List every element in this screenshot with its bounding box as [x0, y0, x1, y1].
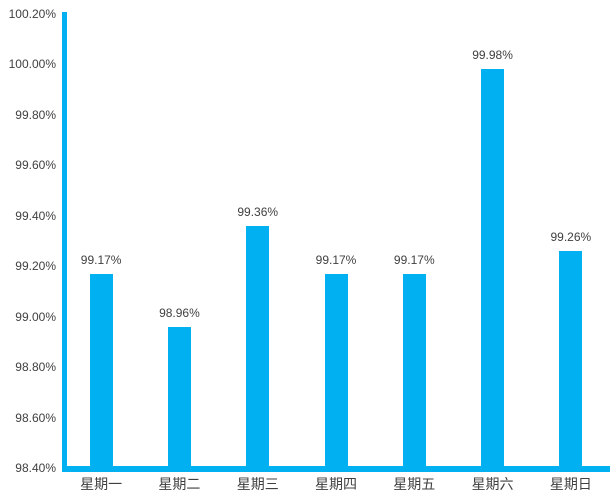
bar-星期三 [246, 225, 270, 466]
y-axis-tick-label: 99.40% [15, 208, 56, 223]
bar-星期一 [89, 273, 113, 466]
x-axis-category-label: 星期四 [314, 476, 357, 492]
x-axis-category-label: 星期三 [236, 476, 279, 492]
x-axis-category-label: 星期五 [393, 476, 436, 492]
data-label: 99.98% [472, 48, 513, 63]
data-label: 98.96% [159, 305, 200, 320]
data-label: 99.26% [550, 230, 592, 245]
y-axis-tick-label: 100.20% [8, 7, 56, 21]
y-axis-tick-label: 100.00% [8, 57, 56, 72]
y-axis-tick-label: 98.40% [15, 461, 56, 475]
y-axis-tick-label: 99.00% [15, 309, 56, 324]
x-axis-category-label: 星期二 [158, 476, 201, 492]
y-axis-tick-label: 98.60% [15, 410, 56, 425]
x-axis-category-label: 星期日 [549, 476, 592, 492]
data-label: 99.17% [393, 252, 435, 267]
x-axis-line [62, 466, 610, 472]
bar-星期六 [481, 69, 505, 466]
y-axis-tick-label: 99.20% [15, 259, 56, 274]
y-axis-tick-label: 99.80% [15, 107, 56, 122]
y-axis-tick-label: 98.80% [15, 360, 56, 375]
data-label: 99.17% [315, 252, 357, 267]
data-label: 99.17% [80, 252, 122, 267]
x-axis-category-label: 星期一 [80, 476, 123, 492]
y-axis-line [62, 12, 67, 472]
bar-星期二 [167, 326, 191, 466]
bar-星期五 [402, 273, 426, 466]
bar-星期日 [559, 251, 583, 466]
data-label: 99.36% [237, 204, 279, 219]
x-axis-category-label: 星期六 [471, 476, 514, 492]
y-axis-tick-label: 99.60% [15, 158, 56, 173]
bar-星期四 [324, 273, 348, 466]
